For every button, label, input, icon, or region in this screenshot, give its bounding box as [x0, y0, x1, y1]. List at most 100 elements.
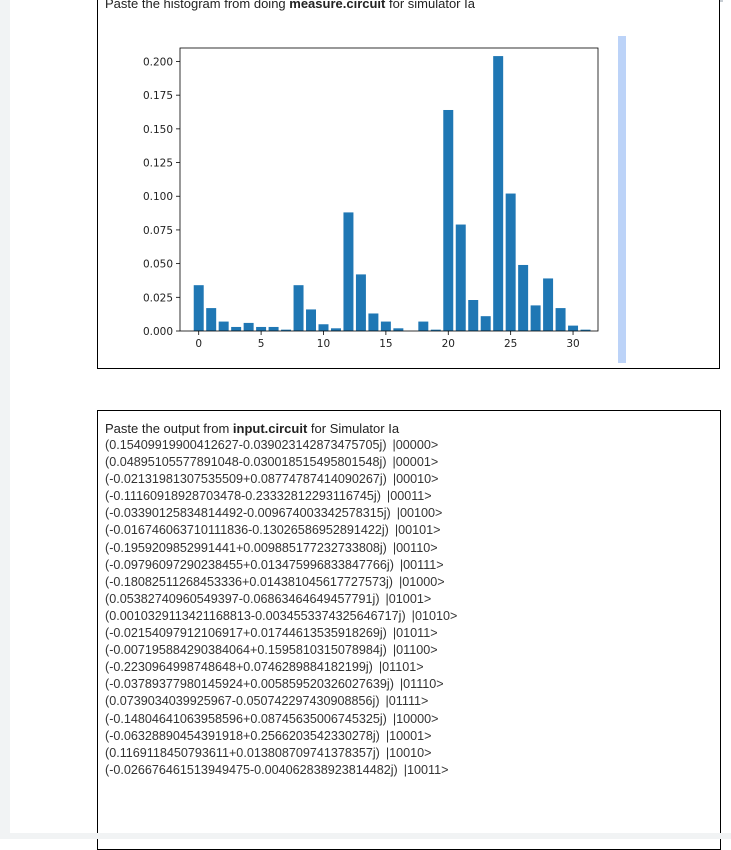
- amplitude-text: (-0.18082511268453336+0.0143810456177275…: [105, 574, 393, 589]
- y-tick-label: 0.000: [143, 326, 173, 338]
- x-tick-label: 10: [317, 338, 330, 350]
- amplitude-text: (-0.02154097912106917+0.0174461353591826…: [105, 626, 387, 641]
- statevector-line: (-0.026676461513949475-0.004062838923814…: [105, 762, 720, 779]
- statevector-line: (0.0010329113421168813-0.003455337432564…: [105, 608, 720, 625]
- bar: [555, 308, 566, 331]
- histogram-heading: Paste the histogram from doing measure.c…: [105, 0, 475, 11]
- statevector-line: (-0.09796097290238455+0.0134759968338477…: [105, 557, 720, 574]
- basis-state-text: |00010>: [392, 472, 439, 487]
- bar: [281, 329, 292, 331]
- bar: [368, 313, 379, 331]
- statevector-line: (0.04895105577891048-0.03001851549580154…: [105, 454, 720, 471]
- amplitude-text: (0.0739034039925967-0.050742297430908856…: [105, 694, 380, 709]
- bar: [418, 321, 429, 331]
- amplitude-text: (0.05382740960549397-0.06863464649457791…: [105, 591, 380, 606]
- bar: [543, 278, 554, 331]
- histogram-heading-prefix: Paste the histogram from doing: [105, 0, 290, 11]
- statevector-line: (-0.03390125834814492-0.0096740033425783…: [105, 505, 720, 522]
- amplitude-text: (0.0010329113421168813-0.003455337432564…: [105, 608, 406, 623]
- basis-state-text: |00001>: [392, 455, 439, 470]
- statevector-line: (-0.2230964998748648+0.0746289884182199j…: [105, 659, 720, 676]
- amplitude-text: (-0.026676461513949475-0.004062838923814…: [105, 762, 398, 777]
- amplitude-text: (-0.1959209852991441+0.00988517723273380…: [105, 540, 387, 555]
- bottom-margin-strip: [0, 833, 731, 839]
- statevector-line: (-0.06328890454391918+0.2566203542330278…: [105, 728, 720, 745]
- amplitude-text: (-0.14804641063958596+0.0874563500674532…: [105, 711, 387, 726]
- basis-state-text: |00000>: [392, 438, 439, 452]
- basis-state-text: |10000>: [392, 711, 439, 726]
- x-tick-label: 0: [195, 338, 202, 350]
- statevector-line: (0.05382740960549397-0.06863464649457791…: [105, 591, 720, 608]
- bar: [231, 326, 242, 331]
- bar: [330, 328, 341, 331]
- amplitude-text: (0.04895105577891048-0.03001851549580154…: [105, 455, 387, 470]
- statevector-line: (-0.016746063710111836-0.130265869528914…: [105, 522, 720, 539]
- bar: [256, 326, 267, 331]
- statevector-line: (-0.1959209852991441+0.00988517723273380…: [105, 540, 720, 557]
- basis-state-text: |01001>: [385, 591, 432, 606]
- amplitude-text: (0.1169118450793611+0.013808709741378357…: [105, 745, 380, 760]
- y-tick-label: 0.100: [143, 191, 173, 203]
- x-tick-label: 5: [258, 338, 265, 350]
- histogram-heading-suffix: for simulator Ia: [385, 0, 475, 11]
- statevector-line: (-0.02131981307535509+0.0877478741409026…: [105, 471, 720, 488]
- bar: [505, 193, 516, 331]
- bar: [355, 274, 366, 331]
- amplitude-text: (-0.016746063710111836-0.130265869528914…: [105, 523, 389, 538]
- statevector-line: (0.0739034039925967-0.050742297430908856…: [105, 693, 720, 710]
- basis-state-text: |10001>: [385, 728, 432, 743]
- y-tick-label: 0.075: [143, 225, 173, 237]
- amplitude-text: (-0.11160918928703478-0.2333281229311674…: [105, 489, 381, 504]
- bar: [393, 328, 404, 331]
- amplitude-text: (-0.03789377980145924+0.0058595203260276…: [105, 677, 394, 692]
- amplitude-text: (-0.03390125834814492-0.0096740033425783…: [105, 506, 391, 521]
- image-resize-handle[interactable]: [618, 36, 626, 363]
- bar: [193, 285, 204, 331]
- basis-state-text: |00110>: [392, 540, 438, 555]
- statevector-heading-suffix: for Simulator Ia: [307, 421, 400, 436]
- amplitude-text: (-0.007195884290384064+0.159581031507898…: [105, 643, 387, 658]
- histogram-svg: 0.000 0.025 0.050 0.075 0.100 0.125 0.150 0.175…: [143, 47, 599, 350]
- y-tick-label: 0.125: [143, 158, 173, 170]
- bar: [293, 285, 304, 331]
- left-margin-strip: [0, 0, 10, 839]
- basis-state-text: |10011>: [403, 762, 449, 777]
- basis-state-text: |01100>: [392, 643, 438, 658]
- bar: [243, 322, 254, 331]
- bar: [493, 56, 504, 331]
- y-tick-label: 0.050: [143, 259, 173, 271]
- bar: [268, 326, 279, 331]
- histogram-heading-bold: measure.circuit: [289, 0, 386, 11]
- statevector-line: (0.1169118450793611+0.013808709741378357…: [105, 745, 720, 762]
- statevector-heading-prefix: Paste the output from: [105, 421, 233, 436]
- basis-state-text: |01010>: [411, 608, 458, 623]
- bar: [218, 321, 229, 331]
- statevector-line: (-0.14804641063958596+0.0874563500674532…: [105, 711, 720, 728]
- bar: [480, 316, 491, 331]
- statevector-answer-box[interactable]: Paste the output from input.circuit for …: [97, 410, 721, 850]
- statevector-line: (-0.03789377980145924+0.0058595203260276…: [105, 676, 720, 693]
- amplitude-text: (-0.2230964998748648+0.0746289884182199j…: [105, 660, 373, 675]
- bar: [468, 300, 479, 331]
- bar: [380, 321, 391, 331]
- plot-frame: [179, 47, 599, 332]
- x-tick-label: 20: [442, 338, 455, 350]
- y-tick-label: 0.025: [143, 292, 173, 304]
- basis-state-text: |00101>: [394, 523, 441, 538]
- x-tick-label: 25: [504, 338, 517, 350]
- bar: [518, 264, 529, 331]
- basis-state-text: |01101>: [378, 660, 424, 675]
- y-tick-label: 0.150: [143, 124, 173, 136]
- statevector-line: (-0.02154097912106917+0.0174461353591826…: [105, 625, 720, 642]
- basis-state-text: |01111>: [385, 694, 429, 709]
- basis-state-text: |00111>: [399, 557, 444, 572]
- statevector-heading: Paste the output from input.circuit for …: [105, 420, 720, 437]
- bar: [455, 224, 466, 331]
- x-tick-label: 30: [566, 338, 579, 350]
- histogram-answer-box[interactable]: Paste the histogram from doing measure.c…: [97, 0, 720, 369]
- bar: [443, 109, 454, 331]
- amplitude-text: (-0.06328890454391918+0.2566203542330278…: [105, 728, 380, 743]
- y-tick-label: 0.175: [143, 90, 173, 102]
- histogram-chart: 0.000 0.025 0.050 0.075 0.100 0.125 0.150 0.175…: [98, 0, 618, 375]
- amplitude-text: (-0.09796097290238455+0.0134759968338477…: [105, 557, 394, 572]
